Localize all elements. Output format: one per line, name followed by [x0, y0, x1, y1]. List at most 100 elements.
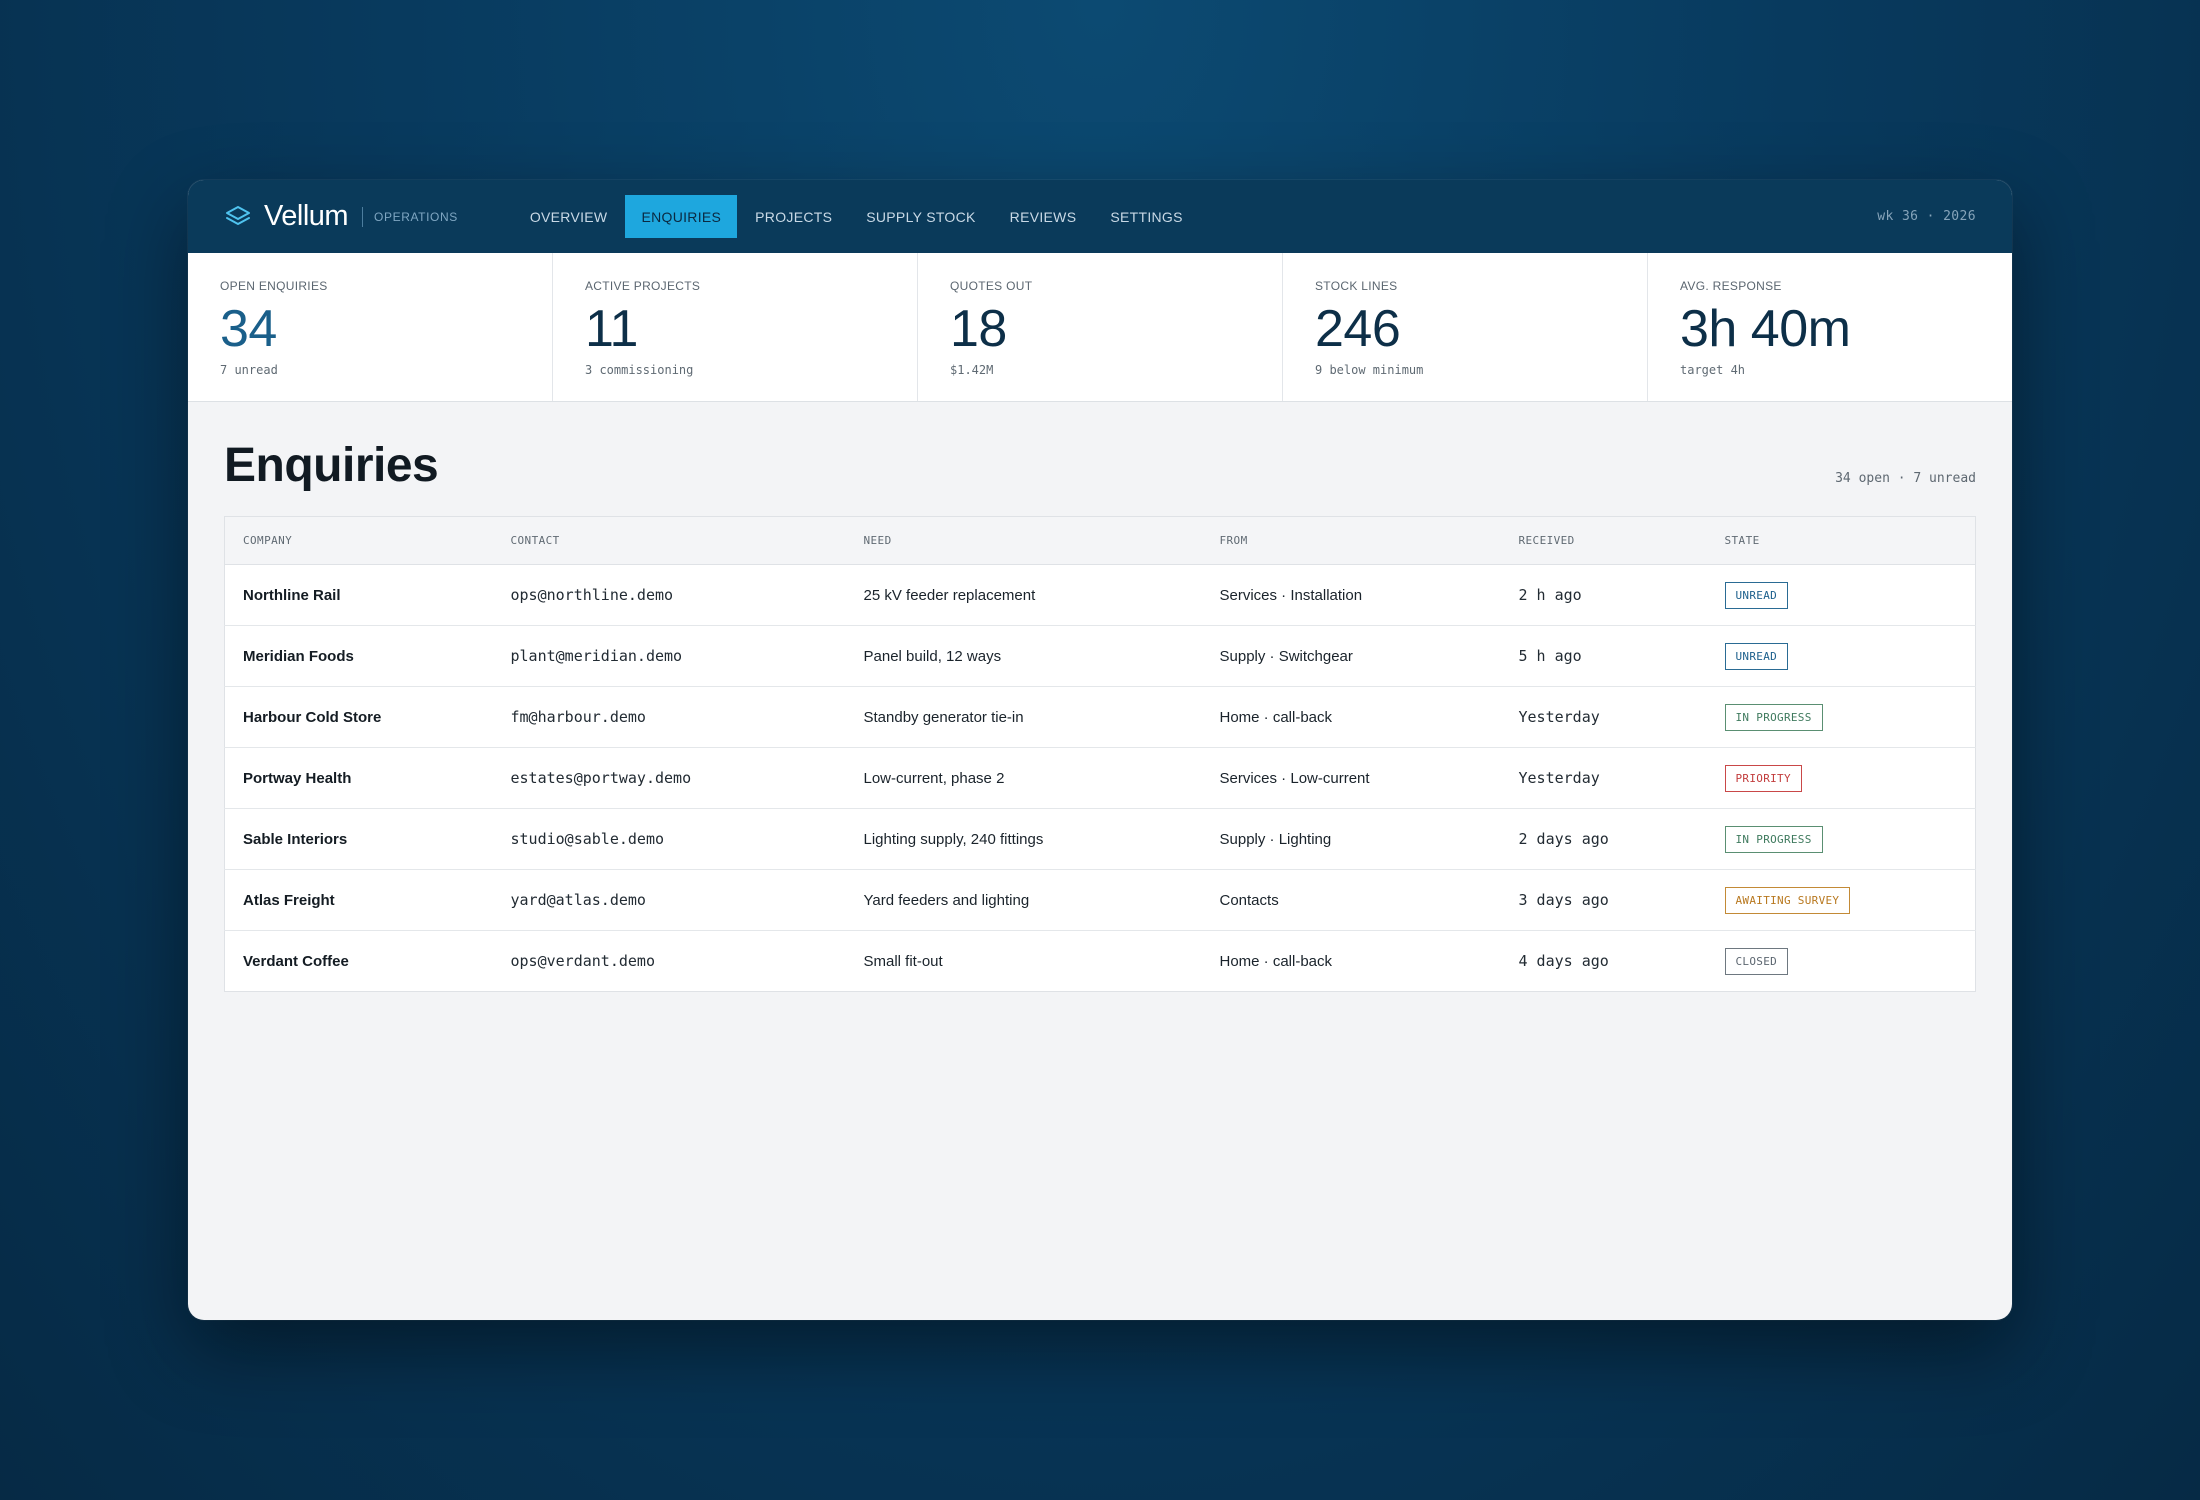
kpi-stock-lines: STOCK LINES 246 9 below minimum [1283, 253, 1648, 401]
cell-state: IN PROGRESS [1707, 809, 1976, 870]
page-title: Enquiries [224, 439, 439, 492]
kpi-value: 34 [220, 300, 277, 358]
kpi-label: AVG. RESPONSE [1680, 279, 1782, 293]
status-badge: UNREAD [1724, 581, 1789, 609]
top-bar: Vellum OPERATIONS OVERVIEW ENQUIRIES PRO… [188, 180, 2012, 253]
cell-from: Contacts [1219, 891, 1279, 909]
kpi-label: ACTIVE PROJECTS [585, 279, 701, 293]
enquiries-table: COMPANY CONTACT NEED FROM RECEIVED STATE… [224, 516, 1976, 992]
kpi-value: 11 [585, 300, 638, 358]
cell-state: UNREAD [1707, 626, 1976, 687]
cell-company: Atlas Freight [243, 891, 335, 909]
cell-company: Northline Rail [243, 586, 341, 604]
kpi-strip: OPEN ENQUIRIES 34 7 unread ACTIVE PROJEC… [188, 253, 2012, 402]
kpi-quotes-out: QUOTES OUT 18 $1.42M [918, 253, 1283, 401]
table-row[interactable]: Portway Health estates@portway.demo Low-… [224, 748, 1976, 809]
cell-contact: yard@atlas.demo [510, 891, 646, 909]
cell-need: Yard feeders and lighting [863, 891, 1030, 909]
cell-contact: ops@verdant.demo [510, 952, 656, 970]
table-row[interactable]: Meridian Foods plant@meridian.demo Panel… [224, 626, 1976, 687]
brand-name: Vellum [264, 200, 349, 232]
kpi-value: 3h 40m [1680, 300, 1851, 358]
cell-contact: estates@portway.demo [510, 769, 692, 787]
kpi-label: QUOTES OUT [950, 279, 1033, 293]
cell-from: Home · call-back [1219, 952, 1333, 970]
cell-contact: ops@northline.demo [510, 586, 674, 604]
status-badge: PRIORITY [1724, 764, 1802, 792]
cell-received: 3 days ago [1518, 891, 1609, 909]
kpi-label: OPEN ENQUIRIES [220, 279, 328, 293]
tab-reviews[interactable]: REVIEWS [1009, 208, 1077, 225]
app-window: Vellum OPERATIONS OVERVIEW ENQUIRIES PRO… [188, 180, 2012, 1320]
cell-state: UNREAD [1707, 565, 1976, 626]
status-badge: UNREAD [1724, 642, 1789, 670]
cell-company: Sable Interiors [243, 830, 348, 848]
kpi-sub: $1.42M [950, 363, 994, 377]
cell-state: CLOSED [1707, 931, 1976, 992]
cell-need: Small fit-out [863, 952, 943, 970]
column-header-company[interactable]: COMPANY [243, 534, 293, 547]
cell-from: Services · Low-current [1219, 769, 1370, 787]
table-header-row: COMPANY CONTACT NEED FROM RECEIVED STATE [224, 516, 1976, 565]
cell-received: Yesterday [1518, 769, 1600, 787]
cell-need: 25 kV feeder replacement [863, 586, 1036, 604]
kpi-value: 18 [950, 300, 1007, 358]
cell-company: Meridian Foods [243, 647, 354, 665]
kpi-value: 246 [1315, 300, 1401, 358]
cell-from: Services · Installation [1219, 586, 1363, 604]
cell-from: Home · call-back [1219, 708, 1333, 726]
kpi-sub: target 4h [1680, 363, 1746, 377]
table-row[interactable]: Northline Rail ops@northline.demo 25 kV … [224, 565, 1976, 626]
cell-from: Supply · Lighting [1219, 830, 1332, 848]
main-content: Enquiries 34 open · 7 unread COMPANY CON… [188, 402, 2012, 992]
tab-enquiries[interactable]: ENQUIRIES [625, 195, 738, 238]
tab-overview[interactable]: OVERVIEW [529, 208, 608, 225]
tab-supply-stock[interactable]: SUPPLY STOCK [866, 208, 976, 225]
brand[interactable]: Vellum OPERATIONS [224, 200, 458, 233]
status-badge: AWAITING SURVEY [1724, 886, 1851, 914]
cell-need: Lighting supply, 240 fittings [863, 830, 1044, 848]
cell-company: Portway Health [243, 769, 352, 787]
column-header-need[interactable]: NEED [863, 534, 892, 547]
column-header-from[interactable]: FROM [1219, 534, 1248, 547]
brand-divider [362, 206, 364, 227]
cell-company: Verdant Coffee [243, 952, 349, 970]
kpi-active-projects: ACTIVE PROJECTS 11 3 commissioning [553, 253, 918, 401]
kpi-label: STOCK LINES [1315, 279, 1398, 293]
cell-contact: fm@harbour.demo [510, 708, 646, 726]
week-indicator: wk 36 · 2026 [1877, 209, 1976, 224]
column-header-state[interactable]: STATE [1724, 534, 1760, 547]
table-row[interactable]: Atlas Freight yard@atlas.demo Yard feede… [224, 870, 1976, 931]
cell-from: Supply · Switchgear [1219, 647, 1353, 665]
cell-need: Panel build, 12 ways [863, 647, 1002, 665]
table-row[interactable]: Sable Interiors studio@sable.demo Lighti… [224, 809, 1976, 870]
cell-need: Low-current, phase 2 [863, 769, 1005, 787]
cell-received: 2 days ago [1518, 830, 1609, 848]
cell-received: 2 h ago [1518, 586, 1582, 604]
cell-contact: studio@sable.demo [510, 830, 665, 848]
cell-received: 4 days ago [1518, 952, 1609, 970]
tab-projects[interactable]: PROJECTS [755, 208, 833, 225]
kpi-avg-response: AVG. RESPONSE 3h 40m target 4h [1648, 253, 2012, 401]
page-meta: 34 open · 7 unread [1835, 471, 1976, 486]
status-badge: IN PROGRESS [1724, 825, 1823, 853]
table-row[interactable]: Harbour Cold Store fm@harbour.demo Stand… [224, 687, 1976, 748]
cell-need: Standby generator tie-in [863, 708, 1024, 726]
status-badge: CLOSED [1724, 947, 1789, 975]
layers-icon [226, 205, 250, 225]
table-row[interactable]: Verdant Coffee ops@verdant.demo Small fi… [225, 931, 1976, 992]
cell-received: 5 h ago [1518, 647, 1582, 665]
kpi-sub: 9 below minimum [1315, 363, 1424, 377]
column-header-received[interactable]: RECEIVED [1518, 534, 1575, 547]
page-header: Enquiries 34 open · 7 unread [224, 442, 1976, 490]
cell-received: Yesterday [1518, 708, 1600, 726]
cell-contact: plant@meridian.demo [510, 647, 683, 665]
brand-section: OPERATIONS [374, 209, 458, 224]
cell-state: IN PROGRESS [1707, 687, 1976, 748]
cell-state: AWAITING SURVEY [1707, 870, 1976, 931]
cell-company: Harbour Cold Store [243, 708, 382, 726]
cell-state: PRIORITY [1707, 748, 1976, 809]
tab-settings[interactable]: SETTINGS [1110, 208, 1183, 225]
column-header-contact[interactable]: CONTACT [510, 534, 560, 547]
kpi-sub: 7 unread [220, 363, 278, 377]
